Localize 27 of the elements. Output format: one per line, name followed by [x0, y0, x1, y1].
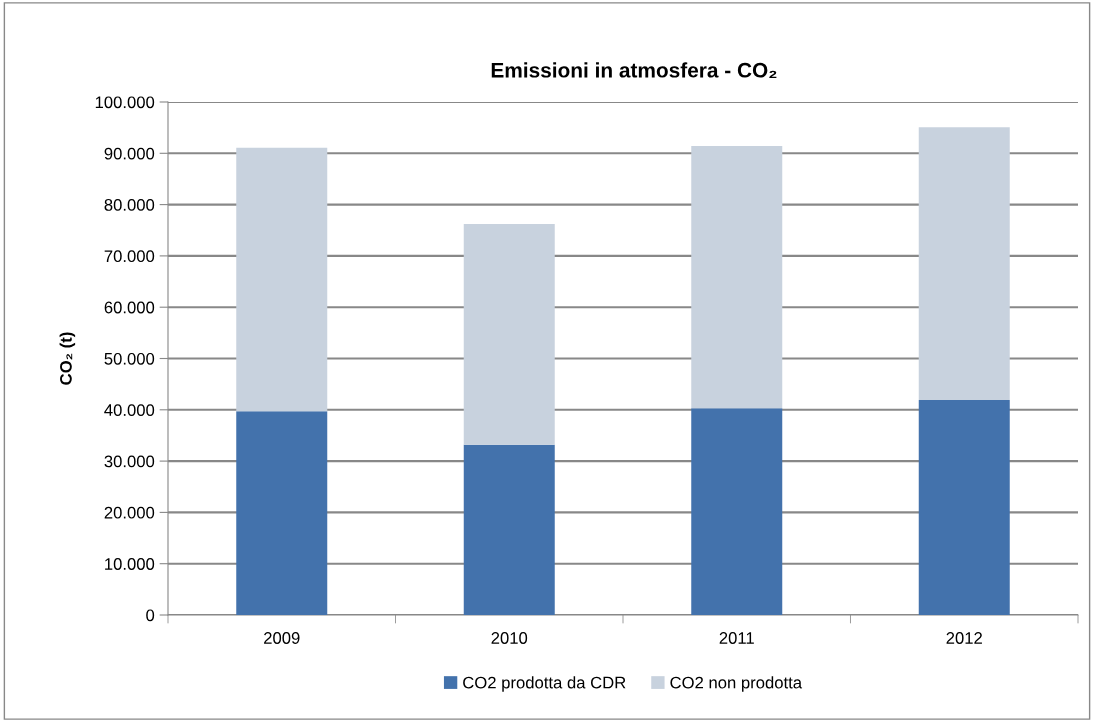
bar [918, 400, 1010, 615]
chart-title: Emissioni in atmosfera - CO₂ [491, 62, 777, 79]
y-tick-label: 20.000 [104, 506, 155, 519]
y-tick-label: 40.000 [104, 404, 155, 416]
x-tick-label: 2009 [264, 632, 300, 644]
y-tick-label: 0 [146, 609, 155, 622]
legend-label: CO2 prodotta da CDR [463, 676, 626, 692]
x-tick-label: 2011 [719, 632, 754, 644]
bar [236, 411, 328, 615]
bar [463, 444, 555, 615]
y-tick-label: 10.000 [105, 558, 155, 570]
y-tick-label: 60.000 [104, 301, 155, 314]
y-tick-label: 30.000 [104, 455, 155, 468]
y-tick-label: 90.000 [104, 147, 155, 160]
bar [236, 147, 328, 412]
y-tick-label: 50.000 [104, 352, 155, 365]
legend-label: CO2 non prodotta [670, 676, 803, 692]
y-tick-label: 80.000 [104, 199, 155, 211]
bar [691, 146, 783, 409]
bar [691, 408, 783, 615]
bar [463, 224, 555, 445]
bar [918, 127, 1010, 401]
x-tick-label: 2010 [491, 632, 528, 644]
y-axis-title: CO₂ (t) [59, 332, 76, 385]
y-tick-label: 70.000 [104, 250, 155, 263]
y-tick-label: 100.000 [95, 96, 155, 109]
x-tick-label: 2012 [946, 632, 982, 644]
